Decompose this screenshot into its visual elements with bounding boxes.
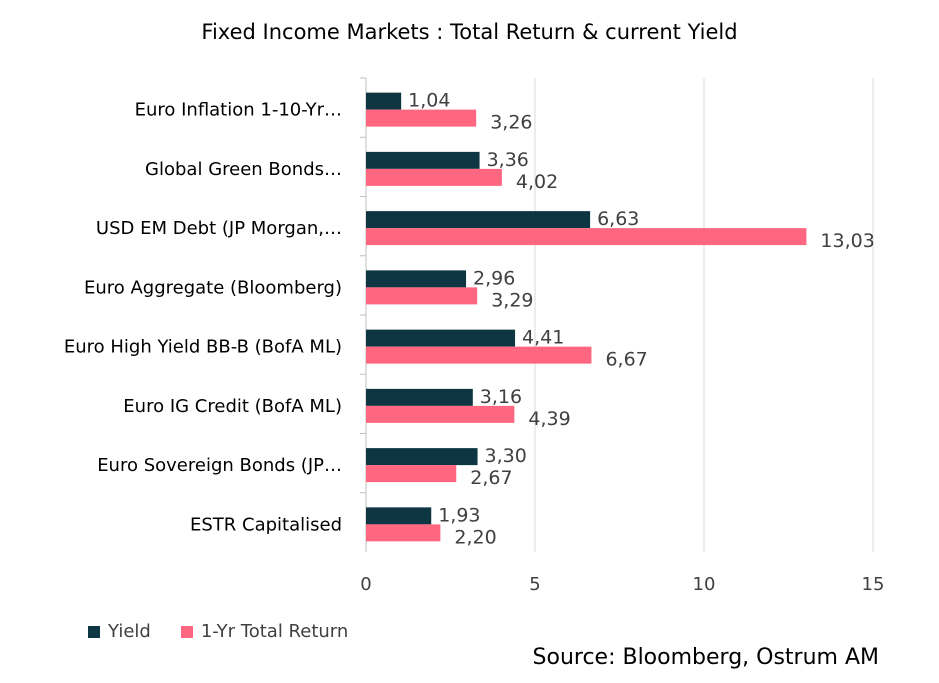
- category-label: Euro Sovereign Bonds (JP…: [97, 455, 342, 476]
- legend-item-yield: Yield: [88, 621, 151, 642]
- data-label-yield: 1,04: [408, 90, 450, 112]
- bar-total-return: [366, 346, 592, 364]
- data-label-yield: 3,36: [487, 149, 529, 171]
- data-label-total-return: 13,03: [820, 230, 874, 252]
- bar-total-return: [366, 228, 807, 246]
- bar-total-return: [366, 287, 478, 305]
- x-tick-label: 5: [529, 574, 540, 595]
- category-label: Euro Inflation 1-10-Yr…: [135, 100, 342, 121]
- bar-total-return: [366, 524, 441, 542]
- bar-yield: [366, 448, 478, 466]
- data-label-total-return: 2,67: [470, 467, 512, 489]
- chart-title: Fixed Income Markets : Total Return & cu…: [201, 20, 738, 44]
- category-label: ESTR Capitalised: [190, 514, 342, 535]
- bar-yield: [366, 92, 402, 110]
- data-label-total-return: 3,29: [491, 289, 533, 311]
- x-tick-label: 0: [360, 574, 371, 595]
- data-label-total-return: 4,39: [528, 408, 570, 430]
- data-label-yield: 3,16: [480, 386, 522, 408]
- bar-yield: [366, 329, 516, 347]
- bar-total-return: [366, 109, 477, 127]
- bar-yield: [366, 270, 467, 288]
- legend-item-total-return: 1-Yr Total Return: [180, 621, 349, 642]
- category-label: Euro IG Credit (BofA ML): [123, 396, 342, 417]
- data-label-yield: 2,96: [473, 267, 515, 289]
- bar-yield: [366, 507, 432, 525]
- data-label-total-return: 6,67: [605, 349, 647, 371]
- legend-swatch-total-return: [180, 625, 193, 638]
- data-label-total-return: 2,20: [454, 526, 496, 548]
- data-label-yield: 1,93: [438, 504, 480, 526]
- bar-total-return: [366, 168, 502, 186]
- bar-total-return: [366, 405, 515, 423]
- category-label: Euro Aggregate (Bloomberg): [84, 277, 342, 298]
- data-label-total-return: 4,02: [516, 171, 558, 193]
- x-tick-label: 15: [862, 574, 885, 595]
- data-label-yield: 4,41: [522, 327, 564, 349]
- source-note: Source: Bloomberg, Ostrum AM: [532, 645, 879, 670]
- category-label: Global Green Bonds…: [145, 159, 342, 180]
- bar-total-return: [366, 465, 457, 483]
- x-tick-label: 10: [693, 574, 716, 595]
- category-label: Euro High Yield BB-B (BofA ML): [64, 337, 342, 358]
- data-label-yield: 6,63: [597, 208, 639, 230]
- legend: Yield 1-Yr Total Return: [88, 621, 348, 642]
- category-label: USD EM Debt (JP Morgan,…: [96, 218, 342, 239]
- legend-swatch-yield: [88, 625, 100, 638]
- bar-yield: [366, 388, 473, 406]
- bar-yield: [366, 151, 480, 169]
- data-label-total-return: 3,26: [490, 112, 532, 134]
- legend-label-yield: Yield: [108, 621, 151, 642]
- data-label-yield: 3,30: [485, 445, 527, 467]
- bar-yield: [366, 211, 591, 229]
- legend-label-total-return: 1-Yr Total Return: [200, 621, 349, 642]
